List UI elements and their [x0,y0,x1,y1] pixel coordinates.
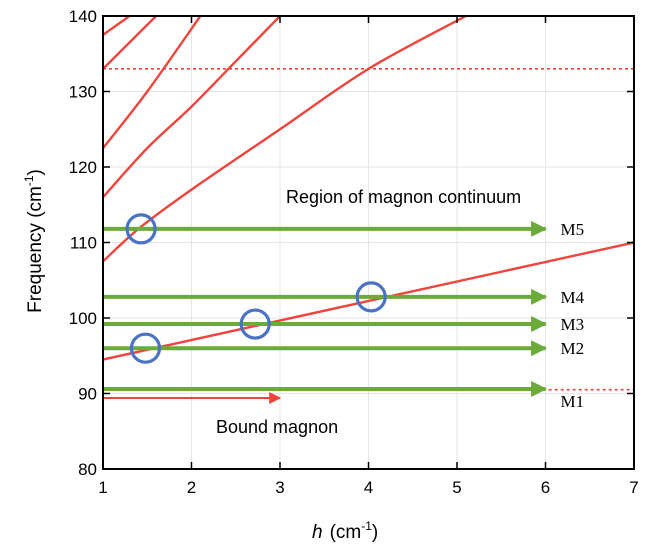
annotation-continuum: Region of magnon continuum [286,187,521,207]
y-tick-label: 140 [69,7,97,26]
y-tick-label: 90 [78,385,97,404]
x-axis-label: h (cm-1) [312,519,378,543]
grid [102,15,635,470]
mode-label-m3: M3 [561,315,585,334]
x-tick-label: 5 [452,478,461,497]
y-tick-label: 130 [69,83,97,102]
crossing-circle [355,281,387,313]
y-tick-label: 80 [78,460,97,479]
y-axis-label: Frequency (cm-1) [22,169,46,313]
annotation-bound: Bound magnon [216,417,338,437]
mode-label-m5: M5 [561,220,585,239]
y-tick-label: 110 [70,234,97,253]
bound-magnon-line [103,241,634,361]
x-tick-label: 1 [98,478,107,497]
continuum-curve [103,16,131,36]
crossing-circle [239,308,271,340]
x-tick-label: 4 [364,478,373,497]
y-tick-label: 120 [69,158,97,177]
data-layer [103,16,634,405]
x-tick-label: 3 [275,478,284,497]
crossing-circle [129,332,162,364]
continuum-curve [103,16,281,199]
continuum-curve [103,16,157,70]
x-tick-label: 6 [541,478,550,497]
x-tick-label: 7 [629,478,638,497]
mode-label-m1: M1 [561,392,585,411]
mode-label-m4: M4 [561,288,585,307]
y-tick-label: 100 [69,309,97,328]
continuum-curve [103,16,202,149]
mode-label-m2: M2 [561,339,585,358]
ticks-layer: 1 2 3 4 5 6 7 80 90 100 110 120 130 140 [69,7,639,497]
x-tick-label: 2 [187,478,196,497]
crossing-circle [125,213,157,245]
